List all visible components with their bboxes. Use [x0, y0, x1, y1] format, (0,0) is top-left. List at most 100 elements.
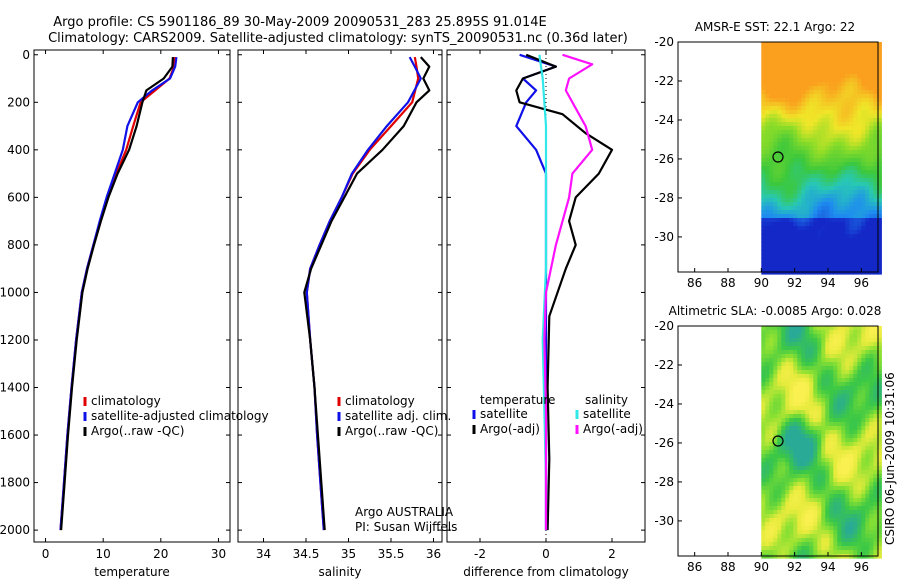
heatmap-cell	[785, 254, 790, 259]
heatmap-cell	[777, 262, 782, 267]
heatmap-cell	[833, 486, 838, 491]
heatmap-cell	[781, 42, 786, 47]
heatmap-cell	[853, 378, 858, 383]
heatmap-cell	[837, 46, 842, 51]
heatmap-cell	[849, 186, 854, 191]
heatmap-cell	[769, 542, 774, 547]
heatmap-cell	[801, 90, 806, 95]
heatmap-cell	[841, 378, 846, 383]
heatmap-cell	[865, 194, 870, 199]
heatmap-cell	[821, 102, 826, 107]
heatmap-cell	[793, 86, 798, 91]
heatmap-cell	[865, 246, 870, 251]
heatmap-cell	[761, 378, 766, 383]
heatmap-cell	[817, 502, 822, 507]
heatmap-cell	[805, 526, 810, 531]
heatmap-cell	[777, 358, 782, 363]
heatmap-cell	[765, 454, 770, 459]
heatmap-cell	[781, 398, 786, 403]
heatmap-cell	[769, 442, 774, 447]
heatmap-cell	[821, 398, 826, 403]
heatmap-cell	[817, 266, 822, 271]
heatmap-cell	[817, 342, 822, 347]
heatmap-cell	[873, 62, 878, 67]
heatmap-cell	[873, 330, 878, 335]
heatmap-cell	[781, 418, 786, 423]
heatmap-cell	[853, 66, 858, 71]
heatmap-cell	[797, 394, 802, 399]
heatmap-cell	[797, 214, 802, 219]
heatmap-cell	[761, 542, 766, 547]
heatmap-cell	[861, 254, 866, 259]
heatmap-cell	[821, 54, 826, 59]
heatmap-cell	[789, 222, 794, 227]
heatmap-cell	[869, 514, 874, 519]
heatmap-cell	[773, 546, 778, 551]
heatmap-cell	[777, 530, 782, 535]
heatmap-cell	[857, 110, 862, 115]
heatmap-cell	[781, 414, 786, 419]
heatmap-cell	[793, 390, 798, 395]
heatmap-cell	[801, 462, 806, 467]
heatmap-cell	[829, 54, 834, 59]
heatmap-cell	[869, 150, 874, 155]
heatmap-cell	[765, 170, 770, 175]
heatmap-cell	[801, 242, 806, 247]
heatmap-cell	[797, 230, 802, 235]
heatmap-cell	[773, 350, 778, 355]
heatmap-cell	[777, 486, 782, 491]
heatmap-cell	[805, 62, 810, 67]
heatmap-cell	[793, 374, 798, 379]
heatmap-cell	[821, 66, 826, 71]
heatmap-cell	[865, 266, 870, 271]
heatmap-cell	[861, 386, 866, 391]
heatmap-cell	[773, 422, 778, 427]
heatmap-cell	[849, 46, 854, 51]
heatmap-cell	[805, 434, 810, 439]
heatmap-cell	[801, 498, 806, 503]
heatmap-cell	[849, 74, 854, 79]
heatmap-cell	[789, 182, 794, 187]
heatmap-cell	[805, 210, 810, 215]
heatmap-cell	[817, 142, 822, 147]
heatmap-cell	[793, 234, 798, 239]
heatmap-cell	[797, 70, 802, 75]
heatmap-cell	[849, 478, 854, 483]
heatmap-cell	[861, 482, 866, 487]
heatmap-cell	[849, 230, 854, 235]
heatmap-cell	[869, 258, 874, 263]
heatmap-cell	[769, 118, 774, 123]
heatmap-cell	[829, 262, 834, 267]
heatmap-cell	[837, 542, 842, 547]
heatmap-cell	[781, 490, 786, 495]
heatmap-cell	[849, 418, 854, 423]
heatmap-cell	[877, 346, 882, 351]
heatmap-cell	[869, 102, 874, 107]
heatmap-cell	[769, 370, 774, 375]
heatmap-cell	[793, 226, 798, 231]
heatmap-cell	[825, 362, 830, 367]
heatmap-cell	[837, 222, 842, 227]
heatmap-cell	[813, 190, 818, 195]
heatmap-cell	[821, 514, 826, 519]
heatmap-cell	[777, 350, 782, 355]
heatmap-cell	[789, 150, 794, 155]
heatmap-cell	[765, 134, 770, 139]
heatmap-cell	[861, 430, 866, 435]
heatmap-cell	[805, 138, 810, 143]
heatmap-cell	[845, 518, 850, 523]
heatmap-cell	[865, 210, 870, 215]
heatmap-cell	[781, 102, 786, 107]
heatmap-cell	[865, 250, 870, 255]
heatmap-cell	[813, 178, 818, 183]
heatmap-cell	[829, 190, 834, 195]
heatmap-cell	[861, 494, 866, 499]
heatmap-cell	[849, 66, 854, 71]
heatmap-cell	[817, 42, 822, 47]
heatmap-cell	[837, 178, 842, 183]
heatmap-cell	[813, 150, 818, 155]
heatmap-cell	[797, 50, 802, 55]
heatmap-cell	[869, 134, 874, 139]
heatmap-cell	[789, 266, 794, 271]
heatmap-cell	[773, 122, 778, 127]
